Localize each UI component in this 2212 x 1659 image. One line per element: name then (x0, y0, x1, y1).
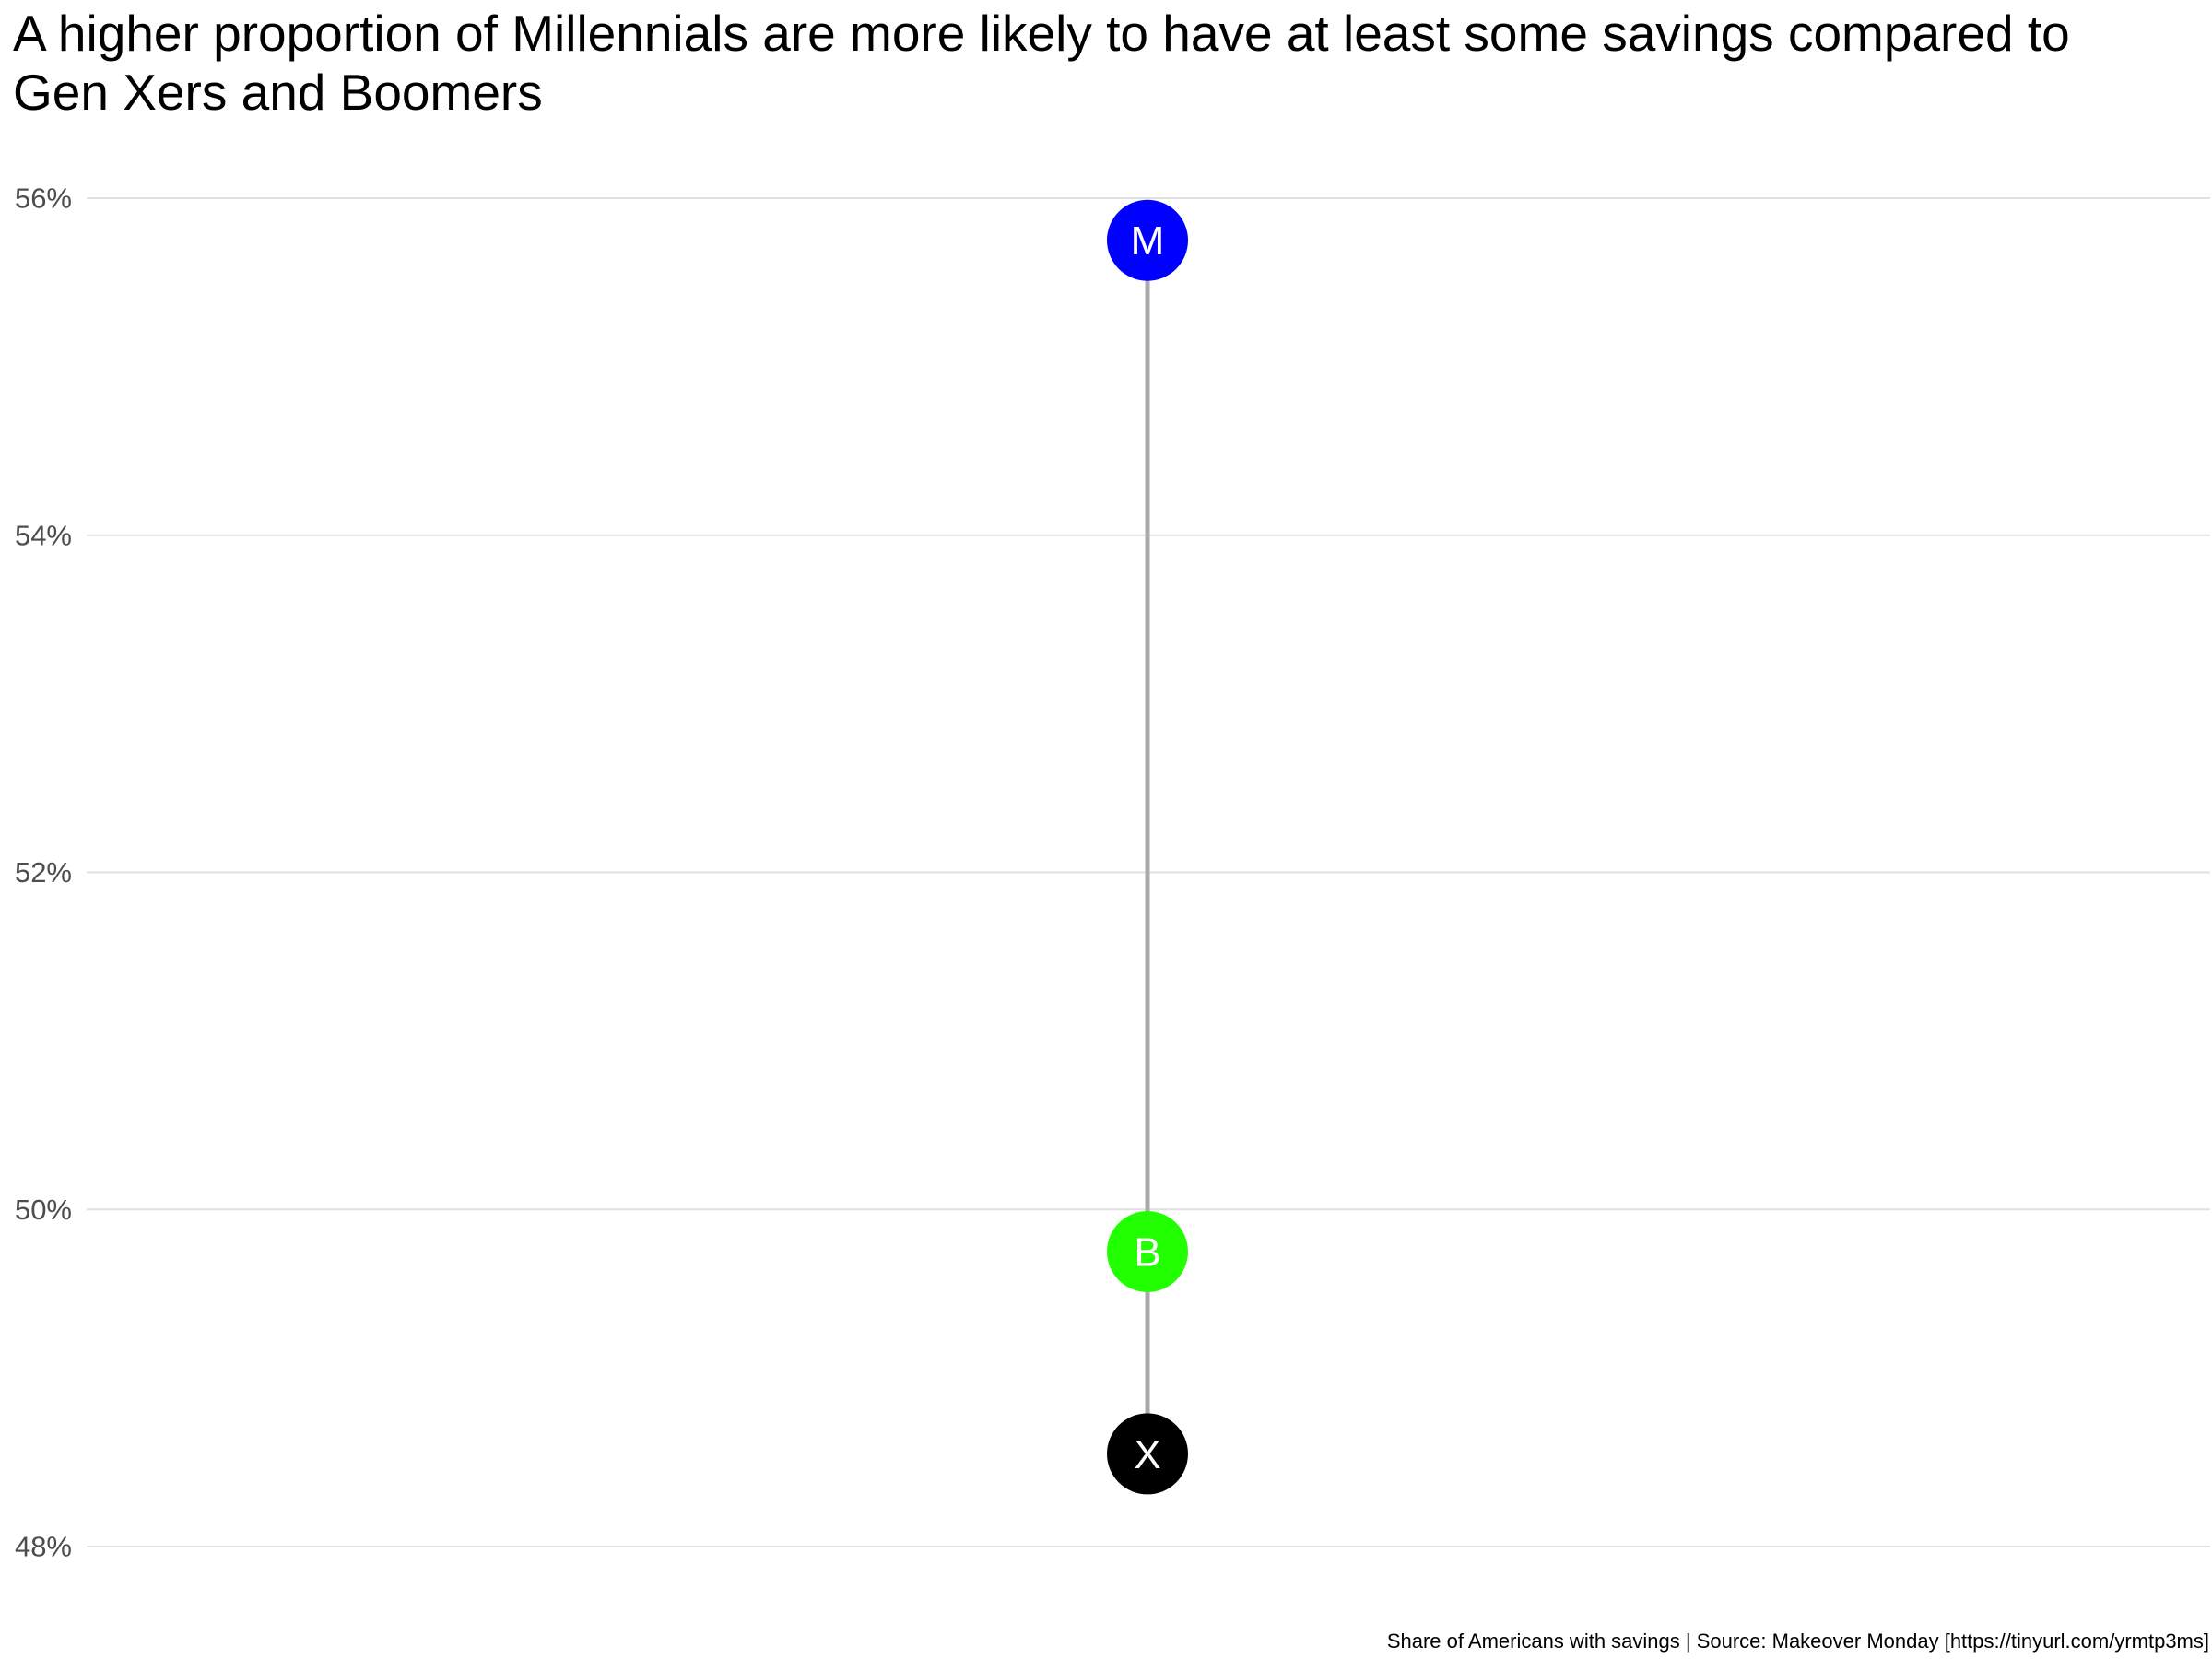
data-point-marker (1107, 199, 1188, 281)
data-point-b: B (1107, 1210, 1188, 1292)
y-tick-label: 48% (15, 1531, 72, 1563)
data-point-label: X (1134, 1432, 1160, 1477)
chart-title: A higher proportion of Millennials are m… (13, 5, 2070, 121)
data-point-label: M (1131, 218, 1165, 264)
y-tick-label: 52% (15, 856, 72, 888)
data-point-m: M (1107, 199, 1188, 281)
data-points: M B X (1107, 199, 1188, 1495)
data-point-label: B (1134, 1230, 1160, 1275)
y-tick-label: 56% (15, 182, 72, 215)
data-point-x: X (1107, 1413, 1188, 1495)
y-tick-label: 50% (15, 1194, 72, 1226)
data-point-marker (1107, 1413, 1188, 1495)
chart-caption: Share of Americans with savings | Source… (1386, 1630, 2209, 1653)
y-axis-tick-labels: 56% 54% 52% 50% 48% (15, 182, 72, 1563)
y-tick-label: 54% (15, 519, 72, 551)
data-point-marker (1107, 1210, 1188, 1292)
